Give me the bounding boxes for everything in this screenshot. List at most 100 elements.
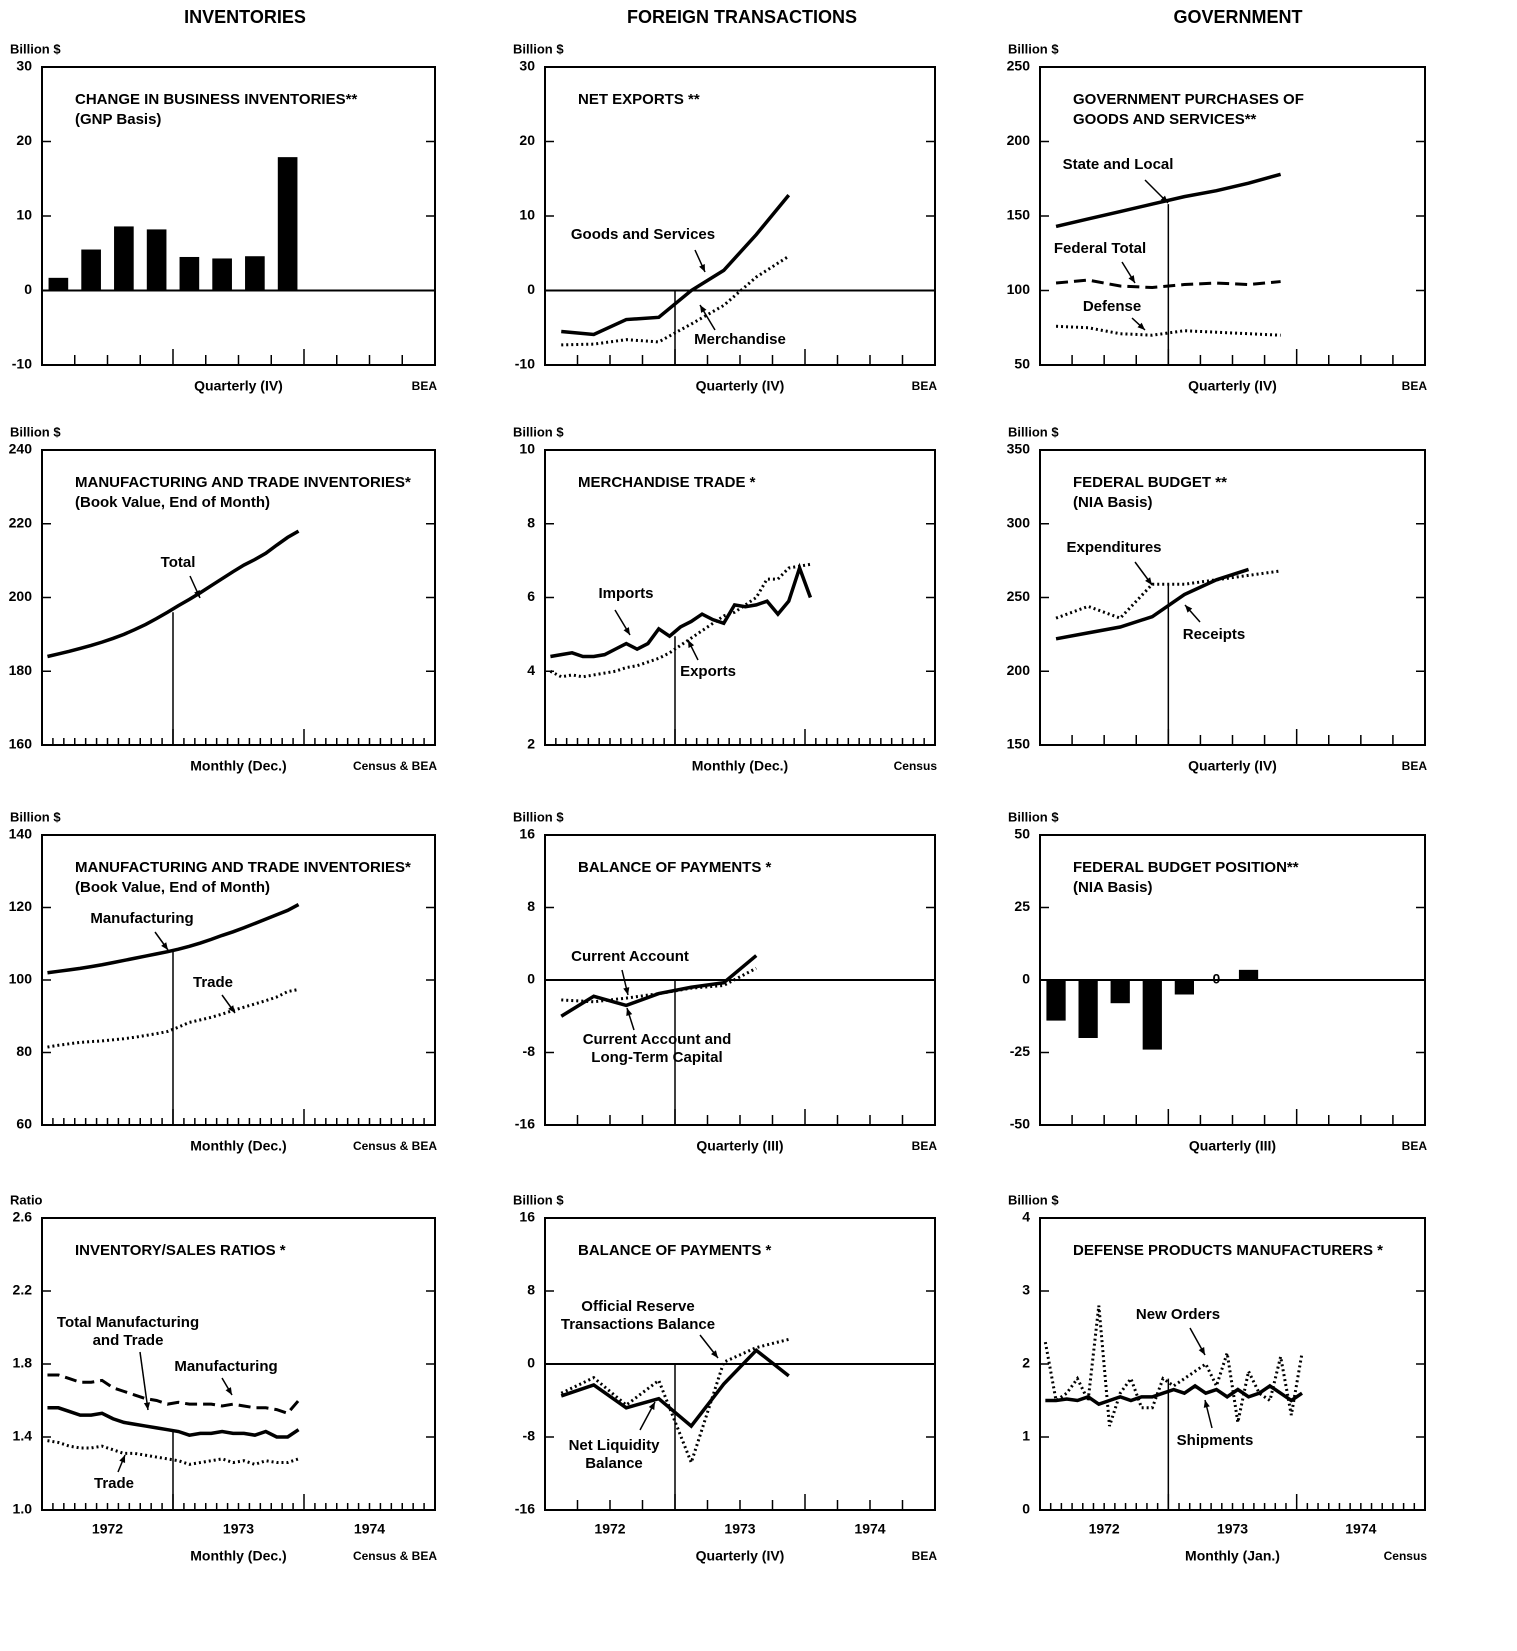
bar — [277, 157, 298, 291]
y-unit: Billion $ — [1008, 809, 1059, 824]
chart-subtitle: GOODS AND SERVICES** — [1073, 111, 1257, 128]
bar — [245, 256, 265, 291]
chart-title: MERCHANDISE TRADE * — [578, 474, 756, 491]
series-label: Merchandise — [694, 331, 786, 348]
y-tick-label: 0 — [1022, 1501, 1030, 1517]
series-label: Official Reserve Transactions Balance — [560, 1298, 716, 1333]
series-label: State and Local — [1062, 156, 1174, 173]
series-label: Shipments — [1176, 1432, 1254, 1449]
x-axis-label: Quarterly (III) — [1189, 1138, 1276, 1154]
y-tick-label: 30 — [16, 58, 32, 74]
source: Census — [894, 759, 938, 773]
y-tick-label: -25 — [1010, 1043, 1030, 1059]
y-tick-label: 0 — [1022, 971, 1030, 987]
y-unit: Billion $ — [1008, 41, 1059, 56]
series-label: Manufacturing — [174, 1358, 278, 1375]
chart-subtitle: (GNP Basis) — [75, 111, 161, 128]
line — [561, 194, 791, 337]
chart-title: FEDERAL BUDGET ** — [1073, 474, 1227, 491]
y-tick-label: 0 — [527, 1355, 535, 1371]
y-tick-label: 4 — [527, 662, 535, 678]
source: BEA — [412, 379, 438, 393]
x-axis-label: Monthly (Dec.) — [692, 758, 788, 774]
y-unit: Billion $ — [10, 424, 61, 439]
arrow-head — [225, 1387, 232, 1395]
line — [47, 1373, 300, 1416]
y-tick-label: 2.6 — [13, 1209, 33, 1225]
x-year-label: 1974 — [1345, 1521, 1376, 1537]
y-tick-label: 150 — [1007, 207, 1031, 223]
chart-title: MANUFACTURING AND TRADE INVENTORIES* — [75, 859, 411, 876]
arrow-head — [626, 1008, 633, 1016]
column-title: GOVERNMENT — [1173, 7, 1302, 27]
y-tick-label: 350 — [1007, 441, 1031, 457]
arrow-head — [143, 1402, 151, 1410]
label-arrow — [139, 1351, 149, 1411]
y-tick-label: 1.4 — [13, 1428, 33, 1444]
chart-title: CHANGE IN BUSINESS INVENTORIES** — [75, 91, 357, 108]
series-label: Exports — [680, 663, 736, 680]
value-label: 0 — [1213, 971, 1221, 987]
chart-title: BALANCE OF PAYMENTS * — [578, 859, 772, 876]
arrow-head — [1203, 1400, 1210, 1408]
line — [47, 529, 300, 659]
source: Census — [1384, 1549, 1428, 1563]
line — [549, 562, 811, 679]
arrow-head — [194, 590, 200, 598]
y-tick-label: 4 — [1022, 1209, 1030, 1225]
arrow-head — [1185, 605, 1193, 613]
chart-subtitle: (NIA Basis) — [1073, 879, 1152, 896]
column-title: FOREIGN TRANSACTIONS — [627, 7, 857, 27]
y-tick-label: 200 — [1007, 132, 1031, 148]
y-tick-label: 250 — [1007, 58, 1031, 74]
plot-frame — [1039, 1217, 1426, 1511]
bar — [179, 256, 200, 291]
y-tick-label: 25 — [1014, 898, 1030, 914]
y-unit: Billion $ — [1008, 424, 1059, 439]
source: BEA — [912, 1549, 938, 1563]
y-tick-label: 200 — [1007, 662, 1031, 678]
y-tick-label: 8 — [527, 898, 535, 914]
y-tick-label: 3 — [1022, 1282, 1030, 1298]
y-tick-label: 250 — [1007, 588, 1031, 604]
y-tick-label: 0 — [527, 281, 535, 297]
y-tick-label: 1.0 — [13, 1501, 33, 1517]
y-tick-label: 0 — [527, 971, 535, 987]
source: BEA — [912, 379, 938, 393]
series-label: Goods and Services — [570, 226, 716, 243]
y-tick-label: 140 — [9, 826, 33, 842]
bar — [1238, 969, 1259, 980]
column-title: INVENTORIES — [184, 7, 306, 27]
y-tick-label: 120 — [9, 898, 33, 914]
bar — [1046, 980, 1066, 1021]
y-tick-label: -10 — [12, 356, 32, 372]
y-tick-label: 100 — [9, 971, 33, 987]
x-year-label: 1973 — [1217, 1521, 1248, 1537]
y-tick-label: -16 — [515, 1501, 535, 1517]
y-tick-label: 2.2 — [13, 1282, 33, 1298]
series-label: Imports — [598, 585, 654, 602]
chart-title: MANUFACTURING AND TRADE INVENTORIES* — [75, 474, 411, 491]
line — [1055, 569, 1281, 620]
x-axis-label: Monthly (Dec.) — [190, 1548, 286, 1564]
y-unit: Ratio — [10, 1192, 43, 1207]
y-tick-label: 100 — [1007, 281, 1031, 297]
arrow-head — [700, 305, 707, 313]
y-tick-label: -10 — [515, 356, 535, 372]
x-year-label: 1974 — [854, 1521, 885, 1537]
y-tick-label: 50 — [1014, 826, 1030, 842]
y-tick-label: 6 — [527, 588, 535, 604]
y-tick-label: -16 — [515, 1116, 535, 1132]
bar — [48, 277, 69, 291]
chart-subtitle: (Book Value, End of Month) — [75, 879, 270, 896]
series-label: Total Manufacturing and Trade — [56, 1314, 200, 1349]
series-label: Trade — [93, 1475, 135, 1492]
bar — [1142, 980, 1162, 1050]
source: BEA — [1402, 759, 1428, 773]
x-axis-label: Monthly (Dec.) — [190, 1138, 286, 1154]
chart-title: GOVERNMENT PURCHASES OF — [1073, 91, 1304, 108]
line — [1055, 172, 1282, 229]
x-axis-label: Quarterly (IV) — [1188, 378, 1277, 394]
y-tick-label: 240 — [9, 441, 33, 457]
x-year-label: 1973 — [724, 1521, 755, 1537]
